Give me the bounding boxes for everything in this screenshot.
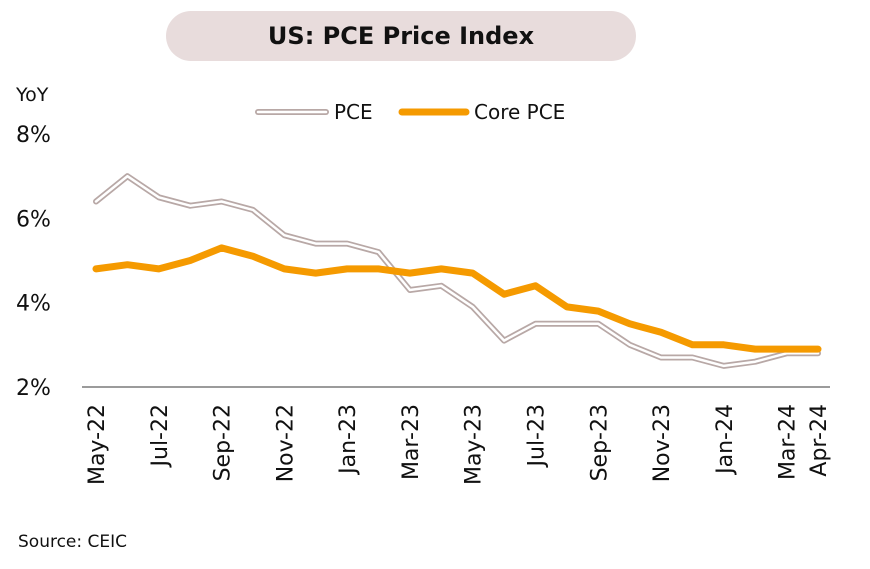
core-pce-line	[92, 244, 822, 353]
chart-title-pill: US: PCE Price Index	[166, 11, 636, 61]
x-tick-label: Jan-24	[713, 404, 738, 476]
x-tick-label: Nov-23	[650, 404, 675, 482]
y-tick-label: 4%	[16, 292, 51, 317]
pce-line-inner	[94, 174, 820, 368]
legend: PCE Core PCE	[255, 100, 565, 124]
x-tick-label: Mar-24	[776, 404, 801, 480]
source-note: Source: CEIC	[18, 532, 128, 552]
x-tick-label: Jul-22	[148, 404, 173, 468]
y-axis-unit-label: YoY	[16, 84, 49, 106]
x-tick-label: Nov-22	[273, 404, 298, 482]
x-tick-label: Jul-23	[524, 404, 549, 468]
y-tick-labels: 2% 4% 6% 8%	[16, 123, 51, 401]
x-tick-label: Sep-23	[587, 404, 612, 481]
x-tick-labels: May-22 Jul-22 Sep-22 Nov-22 Jan-23 Mar-23 May-…	[85, 404, 832, 485]
chart-title: US: PCE Price Index	[267, 22, 535, 50]
y-tick-label: 2%	[16, 376, 51, 401]
legend-label-core-pce: Core PCE	[474, 100, 565, 124]
x-tick-label: Sep-22	[211, 404, 236, 481]
x-tick-label: Mar-23	[399, 404, 424, 480]
y-tick-label: 8%	[16, 123, 51, 148]
x-tick-label: Apr-24	[807, 404, 832, 477]
y-tick-label: 6%	[16, 207, 51, 232]
x-tick-label: May-22	[85, 404, 110, 485]
x-tick-label: May-23	[462, 404, 487, 485]
x-tick-label: Jan-23	[336, 404, 361, 476]
series-lines	[92, 173, 822, 369]
legend-label-pce: PCE	[334, 100, 373, 124]
